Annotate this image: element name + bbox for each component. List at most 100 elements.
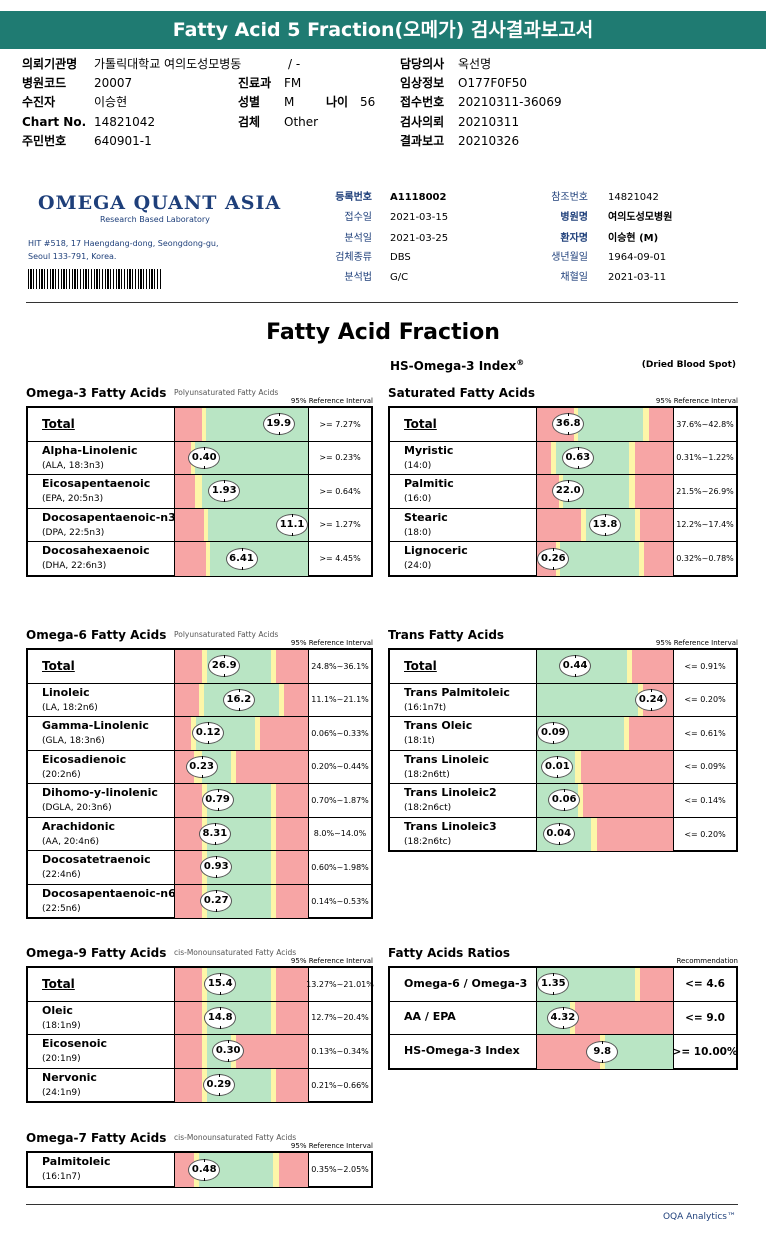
- section-reference-header: 95% Reference Interval: [655, 397, 738, 405]
- range-bar: 0.29: [174, 1068, 309, 1102]
- range-segment: [175, 717, 191, 750]
- range-segment: [276, 884, 308, 918]
- reference-range: 0.06%~0.33%: [311, 728, 369, 738]
- reference-range: <= 0.09%: [684, 762, 726, 772]
- value-marker: 22.0: [552, 480, 585, 503]
- header-value: Other: [284, 115, 319, 129]
- section-title: Omega-6 Fatty Acids: [26, 628, 167, 642]
- result-row: Linoleic (LA, 18:2n6) 16.2 11.1%~21.1%: [28, 683, 371, 717]
- reference-range: <= 0.20%: [684, 829, 726, 839]
- value-marker: 1.93: [208, 480, 241, 503]
- value-marker: 14.8: [204, 1006, 237, 1029]
- reference-range: <= 4.6: [685, 978, 725, 991]
- result-name: Palmitoleic: [42, 1155, 111, 1168]
- result-row: Stearic (18:0) 13.8 12.2%~17.4%: [390, 508, 736, 542]
- result-subname: (AA, 20:4n6): [42, 836, 99, 847]
- value-marker: 16.2: [222, 688, 255, 711]
- info-label: 환자명: [560, 233, 588, 244]
- range-segment: [198, 683, 205, 716]
- reference-range: 13.27%~21.01%: [306, 979, 374, 989]
- info-value: 14821042: [608, 192, 659, 203]
- range-segment: [270, 851, 277, 884]
- result-row: Gamma-Linolenic (GLA, 18:3n6) 0.12 0.06%~0.…: [28, 717, 371, 751]
- result-subname: (GLA, 18:3n6): [42, 736, 105, 746]
- result-name: Total: [42, 658, 75, 673]
- range-segment: [626, 650, 633, 683]
- value-marker: 0.48: [188, 1158, 221, 1181]
- result-name: Docosatetraenoic: [42, 853, 151, 866]
- lab-address-line1: HIT #518, 17 Haengdang-dong, Seongdong-g…: [28, 239, 219, 248]
- range-segment: [175, 1153, 194, 1187]
- range-bar: 0.23: [174, 750, 309, 783]
- range-segment: [175, 968, 202, 1001]
- range-segment: [276, 650, 308, 683]
- reference-range: <= 0.91%: [684, 661, 726, 671]
- header-label-text: 임상정보: [400, 76, 445, 90]
- info-value: 2021-03-11: [608, 272, 667, 283]
- range-bar: 8.31: [174, 817, 309, 850]
- value-marker: 15.4: [204, 973, 237, 996]
- range-segment: [201, 408, 206, 441]
- info-value: DBS: [390, 252, 411, 263]
- result-row: Trans Linoleic (18:2n6tt) 0.01 <= 0.09%: [390, 750, 736, 784]
- report-banner: Fatty Acid 5 Fraction(오메가) 검사결과보고서: [0, 11, 766, 49]
- header-value: M: [284, 95, 295, 109]
- range-bar: 0.40: [174, 441, 309, 474]
- info-value: 이승현 (M): [608, 233, 659, 244]
- lab-tagline: Research Based Laboratory: [100, 215, 210, 224]
- result-row: Omega-6 / Omega-3 1.35 <= 4.6: [390, 968, 736, 1002]
- value-marker: 0.09: [537, 722, 570, 745]
- range-segment: [236, 1035, 308, 1068]
- range-segment: [577, 408, 644, 441]
- result-name: Omega-6 / Omega-3: [404, 976, 528, 990]
- result-subname: (18:2n6tc): [404, 836, 452, 847]
- range-segment: [273, 1153, 279, 1187]
- range-bar: 0.79: [174, 784, 309, 817]
- range-segment: [230, 750, 237, 783]
- range-segment: [175, 817, 202, 850]
- result-subname: (14:0): [404, 460, 432, 471]
- result-subname: (18:0): [404, 527, 432, 538]
- range-segment: [284, 683, 308, 716]
- section-subtitle: Polyunsaturated Fatty Acids: [174, 388, 279, 397]
- reference-range: >= 10.00%: [672, 1045, 738, 1058]
- header-value: 옥선명: [458, 57, 492, 71]
- result-name: Total: [42, 416, 75, 431]
- reference-range: 21.5%~26.9%: [676, 486, 734, 496]
- range-bar: 0.26: [536, 542, 674, 576]
- range-segment: [537, 683, 638, 716]
- section-reference-header: 95% Reference Interval: [290, 397, 373, 405]
- result-row: Alpha-Linolenic (ALA, 18:3n3) 0.40 >= 0.23%: [28, 441, 371, 475]
- result-row: Lignoceric (24:0) 0.26 0.32%~0.78%: [390, 542, 736, 576]
- range-segment: [254, 717, 261, 750]
- result-name: Total: [404, 416, 437, 431]
- report-subtitle: HS-Omega-3 Index®: [390, 358, 524, 373]
- section-title: Omega-9 Fatty Acids: [26, 946, 167, 960]
- header-label-text: 검체: [238, 115, 261, 129]
- result-name: Dihomo-y-linolenic: [42, 786, 158, 799]
- header-label-text: Chart No.: [22, 115, 87, 129]
- range-segment: [278, 683, 285, 716]
- range-segment: [175, 508, 205, 541]
- range-segment: [648, 408, 673, 441]
- range-segment: [629, 441, 635, 474]
- header-value: 640901-1: [94, 134, 152, 148]
- header-label: 주민번호: [22, 134, 66, 149]
- range-segment: [644, 542, 673, 576]
- result-name: AA / EPA: [404, 1010, 456, 1024]
- result-subname: (16:1n7t): [404, 702, 447, 713]
- result-panel: Palmitoleic (16:1n7) 0.48 0.35%~2.05%: [26, 1151, 373, 1188]
- range-segment: [537, 508, 581, 541]
- range-segment: [537, 441, 551, 474]
- header-label: 수진자: [22, 95, 55, 110]
- header-label-text: 성별: [238, 95, 261, 109]
- range-segment: [175, 408, 202, 441]
- section-title: Saturated Fatty Acids: [388, 386, 535, 400]
- result-subname: (DGLA, 20:3n6): [42, 803, 112, 813]
- header-label: 의뢰기관명: [22, 57, 77, 72]
- header-label-text: 검사의뢰: [400, 115, 445, 129]
- reference-range: >= 1.27%: [319, 520, 361, 530]
- range-segment: [175, 475, 195, 508]
- result-name: Trans Palmitoleic: [404, 685, 510, 699]
- result-row: Trans Linoleic2 (18:2n6ct) 0.06 <= 0.14%: [390, 784, 736, 818]
